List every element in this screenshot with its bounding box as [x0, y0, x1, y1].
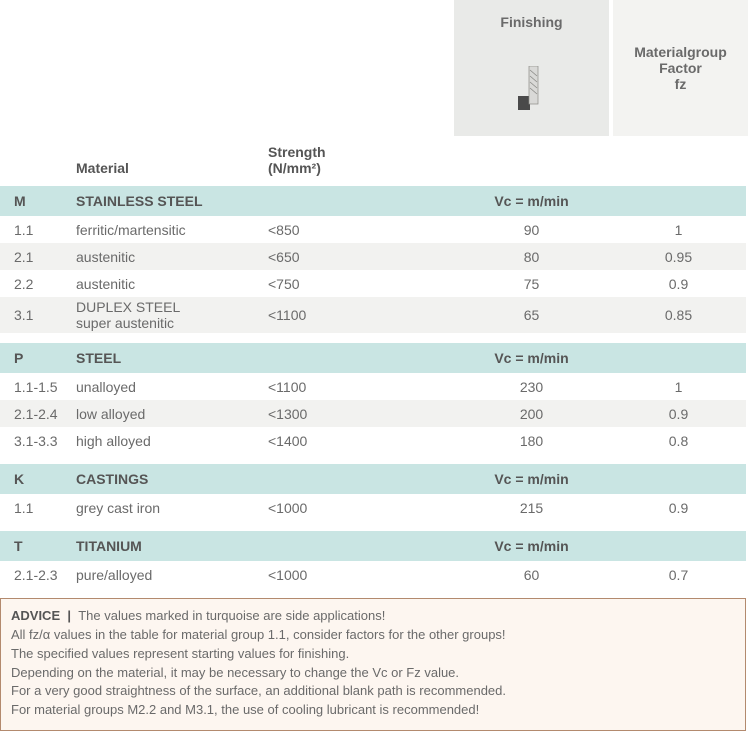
advice-line: The values marked in turquoise are side …	[78, 608, 385, 623]
table-row: 1.1-1.5unalloyed<11002301	[0, 373, 755, 400]
advice-line: Depending on the material, it may be nec…	[11, 665, 459, 680]
row-factor: 0.85	[609, 307, 748, 323]
vc-label: Vc = m/min	[454, 193, 609, 209]
endmill-icon	[518, 66, 546, 110]
table-row: 3.1-3.3high alloyed<14001800.8	[0, 427, 755, 454]
row-material: ferritic/martensitic	[76, 222, 268, 238]
row-code: 1.1	[0, 500, 76, 516]
row-code: 2.1-2.4	[0, 406, 76, 422]
column-headers: Material Strength (N/mm²)	[0, 136, 755, 182]
group-code: M	[0, 193, 76, 209]
page-root: Finishing Materialgroup Factor fz	[0, 0, 755, 731]
row-strength: <1300	[268, 406, 454, 422]
row-factor: 0.95	[609, 249, 748, 265]
row-finishing: 230	[454, 379, 609, 395]
finishing-label: Finishing	[454, 14, 609, 30]
row-code: 2.2	[0, 276, 76, 292]
row-finishing: 80	[454, 249, 609, 265]
material-group: MSTAINLESS STEEL Vc = m/min 1.1ferritic/ma…	[0, 186, 755, 333]
row-finishing: 75	[454, 276, 609, 292]
table-row: 3.1DUPLEX STEELsuper austenitic<1100650.…	[0, 297, 755, 333]
row-material: austenitic	[76, 249, 268, 265]
advice-line: All fz/α values in the table for materia…	[11, 627, 506, 642]
row-strength: <850	[268, 222, 454, 238]
table-row: 1.1ferritic/martensitic<850901	[0, 216, 755, 243]
row-material: low alloyed	[76, 406, 268, 422]
row-code: 1.1	[0, 222, 76, 238]
advice-line: The specified values represent starting …	[11, 646, 349, 661]
factor-header-cell: Materialgroup Factor fz	[613, 0, 748, 136]
material-group: TTITANIUM Vc = m/min 2.1-2.3pure/alloyed<1…	[0, 531, 755, 588]
vc-label: Vc = m/min	[454, 350, 609, 366]
material-groups: MSTAINLESS STEELVc = m/min1.1ferritic/ma…	[0, 186, 755, 588]
group-name: STAINLESS STEEL	[76, 193, 268, 209]
row-strength: <750	[268, 276, 454, 292]
row-finishing: 180	[454, 433, 609, 449]
row-strength: <1000	[268, 500, 454, 516]
row-strength: <1100	[268, 379, 454, 395]
row-material: unalloyed	[76, 379, 268, 395]
group-header: PSTEEL Vc = m/min	[0, 343, 755, 373]
top-header: Finishing Materialgroup Factor fz	[0, 0, 755, 136]
row-code: 3.1	[0, 307, 76, 323]
finishing-header-cell: Finishing	[454, 0, 609, 136]
material-group: PSTEEL Vc = m/min 1.1-1.5unalloyed<1100230…	[0, 343, 755, 454]
group-code: P	[0, 350, 76, 366]
table-row: 2.1-2.4low alloyed<13002000.9	[0, 400, 755, 427]
row-code: 2.1	[0, 249, 76, 265]
row-factor: 0.7	[609, 567, 748, 583]
table-row: 2.1austenitic<650800.95	[0, 243, 755, 270]
vc-label: Vc = m/min	[454, 538, 609, 554]
group-name: TITANIUM	[76, 538, 268, 554]
col-strength: Strength (N/mm²)	[268, 144, 454, 176]
row-factor: 0.9	[609, 406, 748, 422]
group-code: K	[0, 471, 76, 487]
col-material: Material	[76, 160, 268, 176]
row-finishing: 65	[454, 307, 609, 323]
row-factor: 1	[609, 379, 748, 395]
advice-line: For material groups M2.2 and M3.1, the u…	[11, 702, 479, 717]
table-row: 1.1grey cast iron<10002150.9	[0, 494, 755, 521]
advice-title: ADVICE	[11, 608, 60, 623]
row-strength: <650	[268, 249, 454, 265]
vc-label: Vc = m/min	[454, 471, 609, 487]
row-finishing: 215	[454, 500, 609, 516]
row-factor: 0.9	[609, 276, 748, 292]
table-row: 2.1-2.3pure/alloyed<1000600.7	[0, 561, 755, 588]
row-strength: <1000	[268, 567, 454, 583]
group-header: KCASTINGS Vc = m/min	[0, 464, 755, 494]
row-code: 2.1-2.3	[0, 567, 76, 583]
row-material: pure/alloyed	[76, 567, 268, 583]
advice-box: ADVICE | The values marked in turquoise …	[0, 598, 746, 731]
group-name: STEEL	[76, 350, 268, 366]
row-factor: 1	[609, 222, 748, 238]
row-factor: 0.8	[609, 433, 748, 449]
row-material: high alloyed	[76, 433, 268, 449]
table-row: 2.2austenitic<750750.9	[0, 270, 755, 297]
row-finishing: 60	[454, 567, 609, 583]
group-header: MSTAINLESS STEEL Vc = m/min	[0, 186, 755, 216]
row-code: 3.1-3.3	[0, 433, 76, 449]
row-material: austenitic	[76, 276, 268, 292]
group-name: CASTINGS	[76, 471, 268, 487]
row-finishing: 90	[454, 222, 609, 238]
factor-label: Materialgroup Factor fz	[634, 44, 727, 92]
row-strength: <1100	[268, 307, 454, 323]
row-factor: 0.9	[609, 500, 748, 516]
advice-line: For a very good straightness of the surf…	[11, 683, 506, 698]
group-header: TTITANIUM Vc = m/min	[0, 531, 755, 561]
row-material: grey cast iron	[76, 500, 268, 516]
material-group: KCASTINGS Vc = m/min 1.1grey cast iron<100…	[0, 464, 755, 521]
row-strength: <1400	[268, 433, 454, 449]
row-code: 1.1-1.5	[0, 379, 76, 395]
group-code: T	[0, 538, 76, 554]
row-finishing: 200	[454, 406, 609, 422]
row-material: DUPLEX STEELsuper austenitic	[76, 299, 268, 331]
header-spacer	[0, 0, 454, 136]
advice-sep: |	[64, 608, 78, 623]
